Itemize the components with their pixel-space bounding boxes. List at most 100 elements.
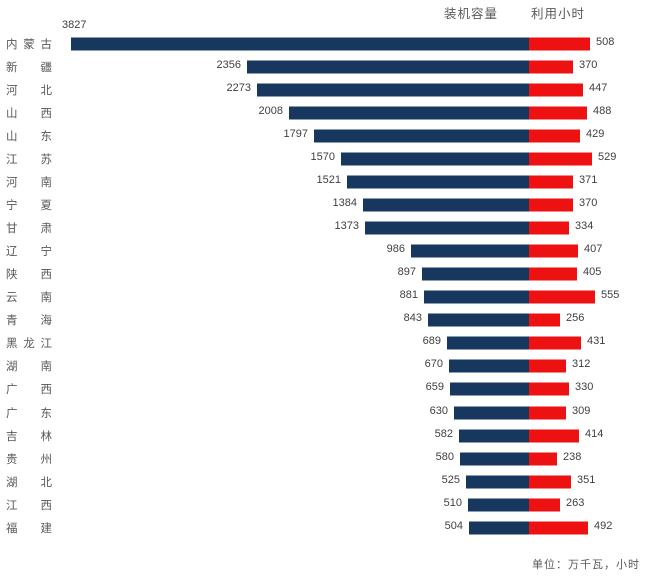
capacity-value-label: 580 [435, 450, 454, 463]
hours-bar [529, 521, 588, 535]
capacity-bar [422, 267, 529, 281]
hours-value-label: 238 [563, 450, 582, 463]
category-label: 辽 宁 [6, 246, 52, 259]
category-label: 河 南 [6, 176, 52, 189]
hours-bar [529, 129, 580, 143]
hours-value-label: 447 [589, 81, 608, 94]
category-label: 陕 西 [6, 269, 52, 282]
hours-bar [529, 452, 557, 466]
capacity-bar [411, 244, 529, 258]
capacity-value-label: 1797 [283, 127, 308, 140]
chart-row: 湖 南 670 312 [0, 355, 654, 378]
capacity-value-label: 525 [441, 473, 460, 486]
hours-value-label: 263 [566, 496, 585, 509]
category-label: 广 东 [6, 407, 52, 420]
hours-bar [529, 475, 571, 489]
hours-value-label: 309 [572, 404, 591, 417]
category-label: 山 西 [6, 107, 52, 120]
category-label: 内蒙古 [6, 38, 52, 51]
hours-bar [529, 175, 573, 189]
capacity-value-label: 670 [424, 358, 443, 371]
hours-value-label: 508 [596, 35, 615, 48]
chart-row: 吉 林 582 414 [0, 424, 654, 447]
capacity-bar [466, 475, 529, 489]
capacity-value-label: 1384 [332, 196, 357, 209]
category-label: 江 苏 [6, 153, 52, 166]
category-label: 江 西 [6, 499, 52, 512]
hours-bar [529, 198, 573, 212]
capacity-value-label: 2008 [258, 104, 283, 117]
hours-value-label: 405 [583, 266, 602, 279]
chart-row: 黑龙江 689 431 [0, 332, 654, 355]
hours-bar [529, 106, 587, 120]
hours-value-label: 414 [585, 427, 604, 440]
capacity-bar [424, 290, 529, 304]
hours-bar [529, 498, 560, 512]
chart-row: 云 南 881 555 [0, 286, 654, 309]
category-label: 吉 林 [6, 430, 52, 443]
hours-bar [529, 429, 579, 443]
hours-value-label: 555 [601, 289, 620, 302]
chart-row: 新 疆 2356 370 [0, 55, 654, 78]
chart-row: 广 东 630 309 [0, 401, 654, 424]
hours-value-label: 529 [598, 150, 617, 163]
hours-bar [529, 244, 578, 258]
capacity-bar [469, 521, 529, 535]
capacity-bar [314, 129, 529, 143]
hours-bar [529, 313, 560, 327]
category-label: 湖 南 [6, 361, 52, 374]
hours-value-label: 371 [579, 173, 598, 186]
hours-bar [529, 382, 569, 396]
capacity-value-label: 986 [386, 243, 405, 256]
capacity-bar [363, 198, 529, 212]
capacity-bar [447, 336, 529, 350]
category-label: 湖 北 [6, 476, 52, 489]
chart-row: 甘 肃 1373 334 [0, 217, 654, 240]
capacity-bar [347, 175, 529, 189]
chart-rows: 内蒙古 3827 508 新 疆 2356 370 河 北 2273 447 山 西 2008 488… [0, 19, 654, 539]
capacity-bar [257, 83, 529, 97]
hours-value-label: 431 [587, 335, 606, 348]
hours-value-label: 312 [572, 358, 591, 371]
capacity-value-label: 510 [443, 496, 462, 509]
capacity-bar [460, 452, 529, 466]
capacity-value-label: 2273 [226, 81, 251, 94]
category-label: 甘 肃 [6, 223, 52, 236]
category-label: 宁 夏 [6, 199, 52, 212]
hours-value-label: 407 [584, 243, 603, 256]
capacity-value-label: 630 [429, 404, 448, 417]
capacity-value-label: 582 [434, 427, 453, 440]
hours-bar [529, 37, 590, 51]
chart-row: 湖 北 525 351 [0, 470, 654, 493]
capacity-bar [459, 429, 529, 443]
hours-value-label: 370 [579, 196, 598, 209]
chart-row: 江 西 510 263 [0, 493, 654, 516]
capacity-bar [449, 359, 529, 373]
capacity-value-label: 897 [397, 266, 416, 279]
hours-bar [529, 359, 566, 373]
chart-row: 辽 宁 986 407 [0, 240, 654, 263]
capacity-value-label: 1521 [316, 173, 341, 186]
hours-value-label: 429 [586, 127, 605, 140]
capacity-bar [450, 382, 529, 396]
chart-row: 贵 州 580 238 [0, 447, 654, 470]
capacity-value-label: 881 [399, 289, 418, 302]
category-label: 广 西 [6, 384, 52, 397]
unit-note: 单位：万千瓦，小时 [532, 559, 640, 571]
chart-row: 河 北 2273 447 [0, 78, 654, 101]
chart-row: 青 海 843 256 [0, 309, 654, 332]
chart-row: 陕 西 897 405 [0, 263, 654, 286]
category-label: 河 北 [6, 84, 52, 97]
hours-bar [529, 60, 573, 74]
legend-capacity-label: 装机容量 [443, 7, 498, 21]
category-label: 新 疆 [6, 61, 52, 74]
chart-row: 广 西 659 330 [0, 378, 654, 401]
capacity-bar [454, 406, 529, 420]
hours-value-label: 351 [577, 473, 596, 486]
hours-bar [529, 406, 566, 420]
hours-value-label: 334 [575, 220, 594, 233]
chart-row: 山 东 1797 429 [0, 124, 654, 147]
capacity-bar [341, 152, 529, 166]
category-label: 贵 州 [6, 453, 52, 466]
